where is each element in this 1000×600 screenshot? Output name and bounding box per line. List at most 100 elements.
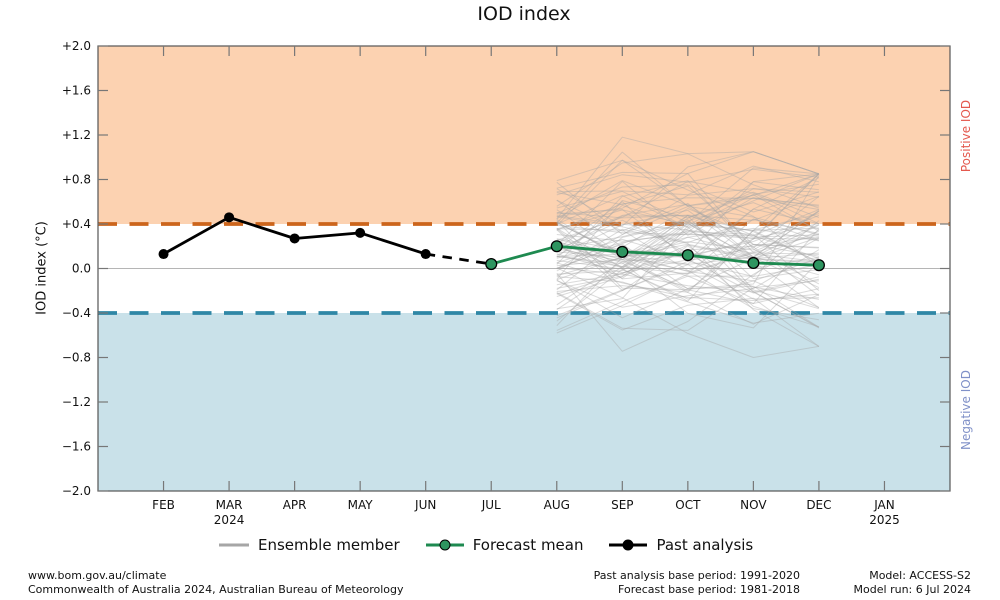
footer-forecast-base-period: Forecast base period: 1981-2018 [618, 582, 800, 596]
past-analysis-point [420, 249, 431, 260]
x-tick-label: MAY [348, 498, 374, 512]
ensemble-member-line [556, 209, 820, 289]
ensemble-member-line [556, 210, 820, 297]
footer-model: Model: ACCESS-S2 [869, 569, 971, 582]
ensemble-member-line [556, 264, 819, 317]
footer-attribution: www.bom.gov.au/climate Commonwealth of A… [28, 569, 403, 596]
y-tick-label: +0.4 [62, 217, 91, 231]
forecast-mean-point [616, 245, 629, 258]
y-tick-label: −0.4 [62, 306, 91, 320]
ensemble-member-line [556, 236, 819, 269]
chart-title: IOD index [477, 3, 571, 25]
y-tick-label: −2.0 [62, 484, 91, 498]
y-tick-label: +1.6 [62, 84, 91, 98]
chart-legend: Ensemble member Forecast mean Past analy… [219, 536, 753, 554]
ensemble-member-line [556, 222, 820, 292]
ensemble-member-line [556, 219, 819, 280]
x-tick-label: SEP [611, 498, 633, 512]
footer-past-base-period: Past analysis base period: 1991-2020 [593, 569, 800, 582]
ensemble-member-line [556, 210, 820, 265]
negative-iod-label: Negative IOD [959, 370, 973, 450]
past-swatch-dot [622, 539, 634, 551]
ensemble-member-line [556, 215, 820, 260]
past-analysis-point [158, 249, 169, 260]
ensemble-member-line [556, 183, 819, 228]
ensemble-member-line [556, 185, 819, 257]
footer-copyright: Commonwealth of Australia 2024, Australi… [28, 582, 404, 596]
y-tick-label: +1.2 [62, 128, 91, 142]
x-tick-label: JUN [414, 498, 436, 512]
ensemble-member-line [556, 204, 820, 328]
footer-model-run: Model run: 6 Jul 2024 [853, 582, 971, 596]
ensemble-member-line [556, 236, 820, 286]
ensemble-member-line [556, 209, 820, 236]
ensemble-member-line [556, 173, 820, 220]
y-tick-label: −1.2 [62, 395, 91, 409]
x-tick-label: JAN [873, 498, 895, 512]
ensemble-member-line [556, 173, 820, 285]
ensemble-member-line [556, 153, 820, 209]
x-tick-label: OCT [675, 498, 701, 512]
forecast-mean-point [485, 257, 498, 271]
ensemble-member-line [556, 167, 819, 269]
past-analysis-point [289, 233, 300, 244]
ensemble-member-line [556, 181, 819, 249]
ensemble-member-line [556, 173, 820, 231]
ensemble-member-line [556, 276, 819, 324]
ensemble-member-line [556, 262, 819, 301]
ensemble-member-line [556, 252, 819, 334]
ensemble-member-line [556, 221, 819, 272]
past-analysis-point [355, 227, 366, 238]
ensemble-member-line [556, 213, 820, 302]
ensemble-member-line [556, 165, 820, 196]
ensemble-member-line [556, 180, 820, 241]
ensemble-member-line [556, 188, 819, 272]
ensemble-member-line [556, 228, 819, 321]
ensemble-member-line [556, 222, 819, 255]
ensemble-member-line [556, 220, 820, 304]
ensemble-member-line [556, 194, 820, 261]
ensemble-member-line [556, 199, 820, 259]
ensemble-member-line [556, 249, 820, 308]
ensemble-swatch-line [219, 543, 249, 547]
ensemble-member-line [556, 151, 820, 236]
ensemble-member-line [556, 229, 819, 291]
ensemble-member-line [556, 168, 819, 196]
ensemble-member-line [556, 173, 819, 279]
footer-base-periods: Past analysis base period: 1991-2020 For… [594, 569, 800, 596]
ensemble-member-line [556, 159, 819, 207]
legend-item-forecast: Forecast mean [425, 536, 583, 554]
ensemble-member-line [556, 292, 820, 347]
ensemble-member-line [556, 222, 819, 291]
forecast-mean-point [550, 240, 563, 253]
ensemble-member-line [556, 279, 820, 328]
ensemble-member-line [556, 180, 819, 246]
x-tick-label: FEB [152, 498, 175, 512]
ensemble-member-line [556, 151, 820, 227]
forecast-mean-point [747, 256, 760, 269]
ensemble-member-line [556, 214, 819, 311]
x-tick-label: DEC [806, 498, 831, 512]
analysis-forecast-connector [425, 252, 492, 266]
x-tick-label: NOV [740, 498, 767, 512]
x-tick-label: APR [283, 498, 307, 512]
past-line-swatch [609, 538, 648, 552]
forecast-line-swatch [425, 538, 464, 552]
ensemble-member-line [556, 175, 820, 290]
ensemble-member-line [556, 233, 819, 242]
ensemble-member-line [556, 267, 820, 293]
ensemble-member-line [556, 202, 820, 270]
ensemble-member-line [556, 173, 820, 275]
ensemble-member-line [556, 218, 820, 275]
ensemble-member-line [556, 258, 820, 325]
past-analysis-point [224, 212, 235, 223]
ensemble-member-line [556, 228, 820, 305]
positive-iod-label: Positive IOD [959, 99, 973, 173]
ensemble-member-line [556, 210, 820, 257]
y-tick-label: −1.6 [62, 440, 91, 454]
y-tick-label: +0.8 [62, 173, 91, 187]
ensemble-member-line [556, 224, 820, 280]
ensemble-member-line [556, 216, 820, 244]
ensemble-member-line [556, 136, 820, 220]
